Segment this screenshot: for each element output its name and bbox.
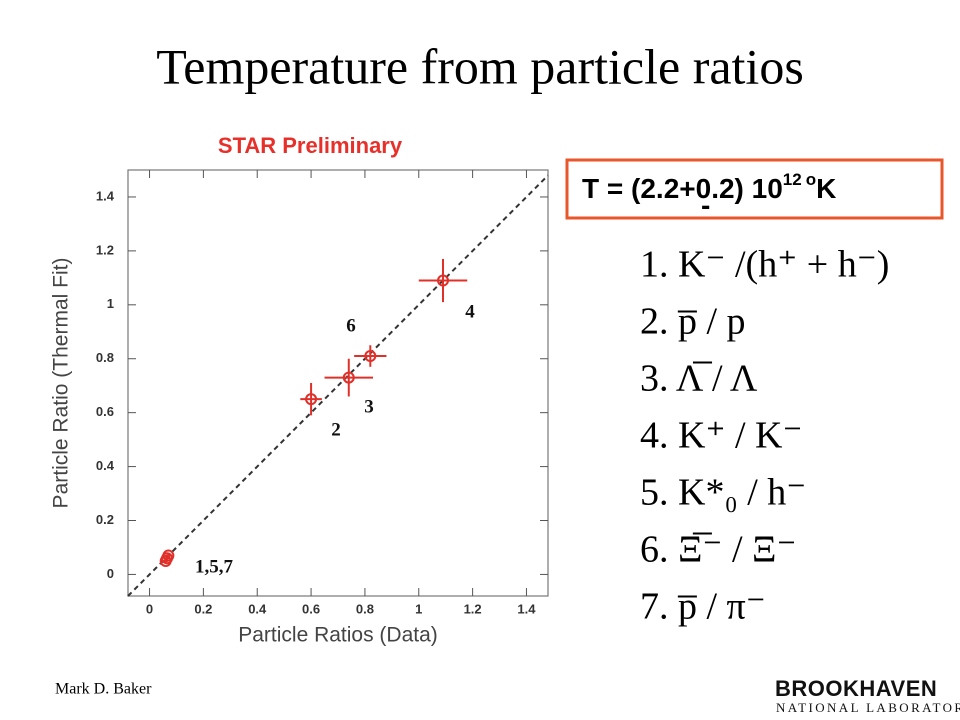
temp-plus: + [679,173,695,204]
x-tick-label: 1.4 [517,601,536,616]
chart-subtitle: STAR Preliminary [218,133,403,158]
logo: BROOKHAVEN [775,676,937,701]
ratio-list: 1. K⁻ /(h⁺ + h⁻) 2. p̅ / p 3. Λ̅ / Λ 4. K⁺ … [640,244,889,628]
slide-title: Temperature from particle ratios [156,38,804,94]
y-tick-label: 1.2 [96,242,114,257]
temp-exponent: 12 [783,170,802,189]
ratio-item: 2. p̅ / p [640,301,746,343]
temp-unit: K [816,173,836,204]
temp-degree: o [806,170,816,189]
x-tick-label: 0.4 [248,601,267,616]
logo-sub: NATIONAL LABORATORY [776,700,960,715]
x-tick-label: 0 [146,601,153,616]
x-tick-label: 0.8 [356,601,374,616]
y-tick-label: 1 [107,296,114,311]
y-axis-label: Particle Ratio (Thermal Fit) [50,258,73,509]
x-axis-label: Particle Ratios (Data) [238,624,438,647]
x-tick-label: 0.2 [194,601,212,616]
plot-frame [127,169,549,597]
point [305,393,318,406]
point [437,274,449,287]
y-tick-label: 0.6 [96,404,114,419]
ratio-item: 4. K⁺ / K⁻ [640,415,803,457]
temp-part: T = (2.2 [582,173,679,204]
point-annotation: 3 [364,396,374,417]
ratio-item: 5. K*₀ / h⁻ [640,472,806,514]
ratio-item: 1. K⁻ /(h⁺ + h⁻) [640,244,889,286]
x-tick-label: 1.2 [464,601,482,616]
temperature-text: T = (2.2+0.2) 1012 oK [582,170,836,204]
point [364,350,377,363]
temperature-box [565,158,944,220]
temp-part: 0.2) 10 [696,173,783,204]
y-tick-label: 1.4 [96,188,115,203]
y-tick-label: 0 [107,566,114,581]
y-tick-label: 0.8 [96,350,114,365]
y-tick-label: 0.2 [96,512,114,527]
point-annotation: 2 [331,419,341,440]
footer-author: Mark D. Baker [55,681,152,698]
ratio-item: 6. Ξ̅⁻ / Ξ⁻ [640,529,797,571]
ratio-item: 7. p̅ / π⁻ [640,586,766,628]
x-tick-label: 0.6 [302,601,320,616]
point [161,552,174,565]
point-annotation: 1,5,7 [195,556,234,577]
point-annotation: 4 [465,301,475,322]
ratio-item: 3. Λ̅ / Λ [640,358,758,400]
point [342,371,355,384]
y-tick-label: 0.4 [96,458,115,473]
temp-minus: - [701,189,710,220]
x-tick-label: 1 [415,601,422,616]
point-annotation: 6 [346,315,356,336]
reference-line [127,174,549,597]
